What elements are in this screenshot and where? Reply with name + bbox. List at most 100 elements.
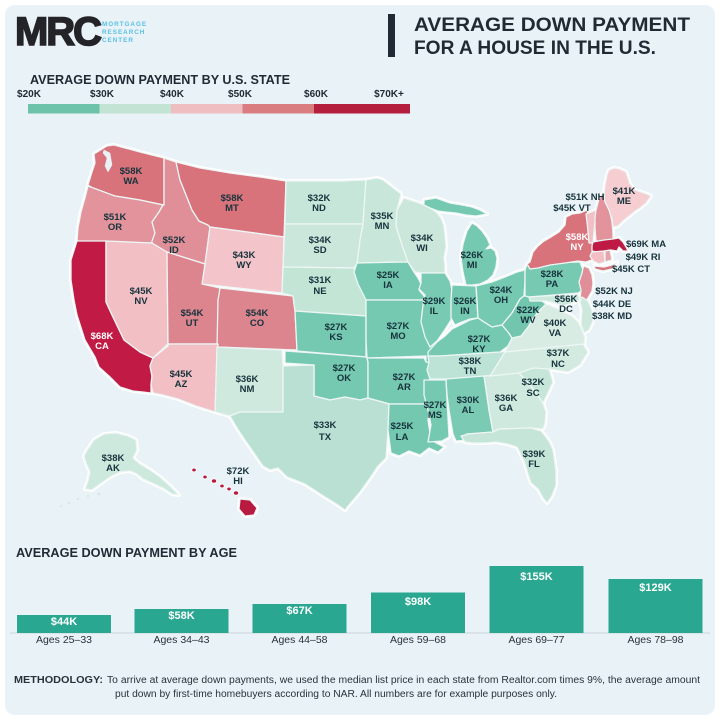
svg-text:NE: NE (313, 286, 326, 297)
svg-text:$30K: $30K (457, 395, 480, 406)
svg-text:Ages 25–33: Ages 25–33 (36, 634, 92, 646)
svg-text:$69K MA: $69K MA (626, 239, 666, 250)
svg-text:$41K: $41K (613, 186, 636, 197)
svg-text:AVERAGE DOWN PAYMENT BY U.S. S: AVERAGE DOWN PAYMENT BY U.S. STATE (30, 72, 290, 87)
svg-text:LA: LA (396, 432, 409, 443)
svg-text:$44K: $44K (51, 616, 77, 628)
svg-text:$27K: $27K (424, 400, 447, 411)
svg-text:KY: KY (472, 344, 486, 355)
svg-text:MI: MI (467, 260, 478, 271)
svg-text:$20K: $20K (17, 89, 42, 100)
svg-text:CO: CO (250, 318, 264, 329)
svg-text:$34K: $34K (411, 233, 434, 244)
svg-text:WI: WI (416, 243, 428, 254)
svg-text:NC: NC (551, 359, 565, 370)
svg-text:put down by first-time homebuy: put down by first-time homebuyers accord… (115, 689, 557, 700)
svg-text:$49K RI: $49K RI (626, 252, 661, 263)
svg-text:MRC: MRC (15, 10, 101, 54)
svg-text:$58K: $58K (120, 166, 143, 177)
svg-text:$51K: $51K (104, 212, 127, 223)
svg-text:$33K: $33K (314, 420, 337, 431)
svg-text:$68K: $68K (91, 331, 114, 342)
svg-text:$155K: $155K (520, 571, 552, 583)
svg-text:AVERAGE DOWN PAYMENT: AVERAGE DOWN PAYMENT (414, 15, 690, 36)
svg-text:MS: MS (428, 410, 442, 421)
svg-text:$60K: $60K (304, 89, 329, 100)
svg-text:$67K: $67K (286, 605, 312, 617)
svg-text:AR: AR (397, 382, 411, 393)
svg-text:$51K NH: $51K NH (565, 192, 604, 203)
svg-text:TX: TX (319, 432, 332, 443)
svg-text:$26K: $26K (454, 296, 477, 307)
svg-text:To arrive at average down paym: To arrive at average down payments, we u… (107, 675, 700, 686)
svg-text:Ages 44–58: Ages 44–58 (271, 634, 327, 646)
svg-text:AZ: AZ (175, 379, 188, 390)
svg-text:$38K MD: $38K MD (592, 311, 632, 322)
svg-text:$58K: $58K (221, 193, 244, 204)
svg-text:$52K: $52K (163, 235, 186, 246)
svg-text:$45K CT: $45K CT (612, 264, 650, 275)
svg-text:FL: FL (528, 459, 540, 470)
svg-text:$54K: $54K (181, 308, 204, 319)
svg-text:$27K: $27K (393, 372, 416, 383)
svg-text:AVERAGE DOWN PAYMENT BY AGE: AVERAGE DOWN PAYMENT BY AGE (16, 546, 237, 560)
svg-text:SD: SD (313, 245, 326, 256)
svg-text:$58K: $58K (566, 232, 589, 243)
svg-text:IA: IA (383, 280, 393, 291)
svg-text:ID: ID (169, 245, 179, 256)
svg-text:DC: DC (559, 304, 573, 315)
svg-text:NY: NY (570, 242, 584, 253)
svg-text:UT: UT (186, 318, 199, 329)
svg-text:$32K: $32K (308, 193, 331, 204)
svg-text:$45K VT: $45K VT (553, 203, 591, 214)
svg-text:$37K: $37K (547, 348, 570, 359)
svg-text:VA: VA (549, 328, 562, 339)
svg-text:$30K: $30K (90, 89, 115, 100)
svg-text:PA: PA (546, 279, 559, 290)
svg-text:$27K: $27K (468, 334, 491, 345)
svg-text:MN: MN (375, 221, 390, 232)
svg-text:IN: IN (460, 306, 470, 317)
svg-text:WY: WY (236, 260, 252, 271)
svg-text:MO: MO (390, 331, 405, 342)
svg-text:WA: WA (123, 176, 138, 187)
svg-text:Ages 34–43: Ages 34–43 (153, 634, 209, 646)
svg-text:$27K: $27K (387, 321, 410, 332)
svg-text:NM: NM (240, 384, 255, 395)
svg-text:$70K+: $70K+ (374, 89, 404, 100)
svg-text:CENTER: CENTER (102, 37, 134, 44)
svg-text:AK: AK (106, 463, 120, 474)
svg-text:$38K: $38K (102, 453, 125, 464)
svg-text:CA: CA (95, 341, 109, 352)
svg-text:$58K: $58K (168, 610, 194, 622)
svg-text:$32K: $32K (522, 377, 545, 388)
svg-text:OH: OH (494, 295, 508, 306)
svg-text:$52K NJ: $52K NJ (595, 286, 633, 297)
svg-text:$29K: $29K (423, 296, 446, 307)
svg-text:KS: KS (329, 332, 342, 343)
svg-text:$38K: $38K (459, 356, 482, 367)
svg-text:NV: NV (134, 296, 148, 307)
svg-text:$36K: $36K (495, 393, 518, 404)
svg-text:$129K: $129K (639, 582, 671, 594)
svg-text:ME: ME (617, 196, 631, 207)
svg-text:Ages 59–68: Ages 59–68 (390, 634, 446, 646)
svg-text:AL: AL (462, 405, 475, 416)
svg-text:$34K: $34K (309, 235, 332, 246)
svg-text:Ages 69–77: Ages 69–77 (508, 634, 564, 646)
svg-text:$25K: $25K (377, 270, 400, 281)
svg-text:$72K: $72K (227, 466, 250, 477)
svg-text:$27K: $27K (333, 363, 356, 374)
svg-text:$45K: $45K (170, 369, 193, 380)
svg-text:$36K: $36K (236, 374, 259, 385)
svg-text:RESEARCH: RESEARCH (102, 29, 145, 36)
svg-text:GA: GA (499, 403, 513, 414)
svg-text:$44K DE: $44K DE (593, 299, 632, 310)
svg-text:SC: SC (526, 388, 539, 399)
svg-text:$45K: $45K (130, 286, 153, 297)
svg-text:MT: MT (225, 203, 239, 214)
svg-text:$25K: $25K (391, 421, 414, 432)
svg-text:OK: OK (337, 373, 351, 384)
svg-text:$39K: $39K (523, 449, 546, 460)
svg-text:$54K: $54K (246, 308, 269, 319)
